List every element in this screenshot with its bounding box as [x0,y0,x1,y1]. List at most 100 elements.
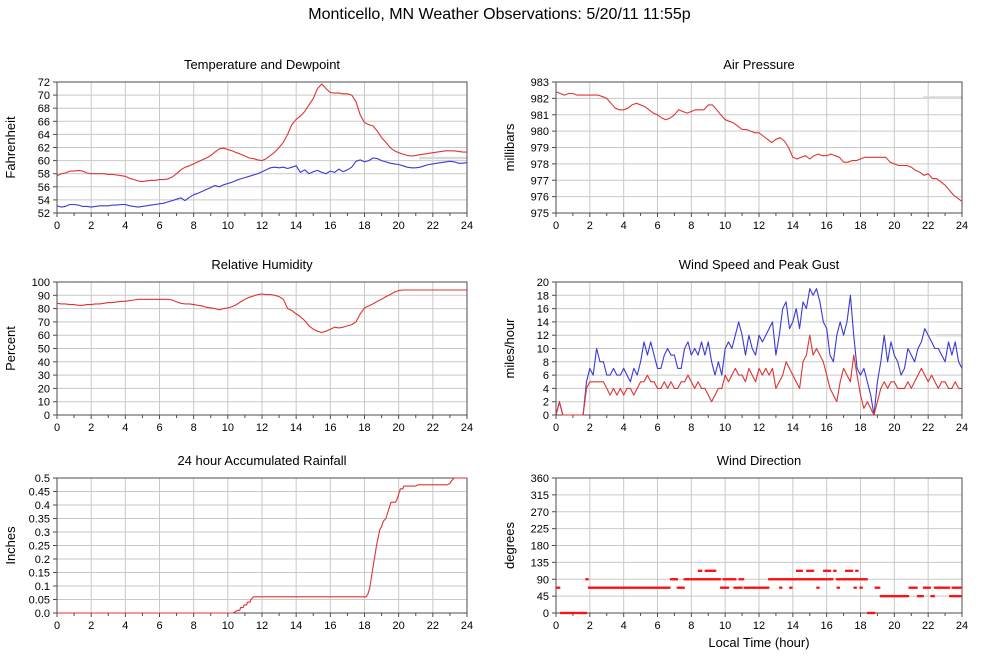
svg-text:60: 60 [38,156,50,168]
svg-text:30: 30 [38,370,50,382]
svg-text:8: 8 [191,422,197,434]
svg-text:12: 12 [753,220,765,232]
svg-text:14: 14 [290,620,302,632]
svg-text:6: 6 [654,422,660,434]
wind-speed-gust-chart: 0 2 4 6 8 10 12 14 16 18 20 22 2402468101214161820Wi… [502,257,968,434]
svg-text:180: 180 [531,541,549,553]
svg-text:4: 4 [122,422,128,434]
svg-text:0: 0 [553,620,559,632]
relative-humidity-chart: 0 2 4 6 8 10 12 14 16 18 20 22 240102030405060708090… [3,257,473,434]
page-title: Monticello, MN Weather Observations: 5/2… [308,6,691,23]
wind-direction-chart: 0 2 4 6 8 10 12 14 16 18 20 22 240459013518022527031… [502,453,968,650]
svg-text:20: 20 [888,422,900,434]
svg-text:14: 14 [787,220,799,232]
svg-text:22: 22 [922,620,934,632]
svg-text:2: 2 [587,620,593,632]
svg-text:16: 16 [324,620,336,632]
svg-text:4: 4 [621,620,627,632]
svg-text:10: 10 [719,422,731,434]
svg-text:0: 0 [54,422,60,434]
svg-text:100: 100 [32,277,50,289]
svg-text:12: 12 [753,620,765,632]
svg-text:8: 8 [688,422,694,434]
svg-text:0.45: 0.45 [29,487,50,499]
rainfall-chart: 0 2 4 6 8 10 12 14 16 18 20 22 240.00.050.10.150.20.… [3,453,473,632]
svg-text:977: 977 [531,175,549,187]
temperature-dewpoint-chart: 0 2 4 6 8 10 12 14 16 18 20 22 245254565860626466687… [3,57,473,232]
svg-text:66: 66 [38,116,50,128]
svg-text:52: 52 [38,208,50,220]
svg-text:14: 14 [290,422,302,434]
svg-text:0: 0 [54,620,60,632]
svg-text:135: 135 [531,557,549,569]
svg-text:64: 64 [38,129,50,141]
svg-text:10: 10 [719,220,731,232]
svg-text:10: 10 [222,220,234,232]
svg-text:62: 62 [38,143,50,155]
wind-speed-gust-series-peak-gust [555,288,963,416]
svg-text:12: 12 [753,422,765,434]
svg-text:20: 20 [38,383,50,395]
svg-text:6: 6 [654,620,660,632]
svg-text:10: 10 [719,620,731,632]
svg-text:983: 983 [531,77,549,89]
svg-text:20: 20 [888,220,900,232]
svg-text:54: 54 [38,195,50,207]
wind-speed-gust-title: Wind Speed and Peak Gust [679,257,840,272]
svg-text:0.05: 0.05 [29,595,50,607]
svg-text:10: 10 [222,620,234,632]
svg-text:18: 18 [854,422,866,434]
svg-text:4: 4 [122,220,128,232]
svg-text:60: 60 [38,330,50,342]
svg-text:18: 18 [537,290,549,302]
svg-text:2: 2 [88,422,94,434]
svg-text:981: 981 [531,110,549,122]
svg-text:24: 24 [461,620,473,632]
svg-text:58: 58 [38,169,50,181]
svg-text:2: 2 [543,397,549,409]
svg-text:976: 976 [531,192,549,204]
svg-text:24: 24 [956,422,968,434]
svg-text:20: 20 [393,220,405,232]
svg-text:4: 4 [122,620,128,632]
temperature-dewpoint-title: Temperature and Dewpoint [184,57,340,72]
svg-text:0.3: 0.3 [35,527,50,539]
svg-text:2: 2 [587,220,593,232]
svg-text:360: 360 [531,473,549,485]
wind-direction-ylabel: degrees [502,522,517,569]
svg-text:0: 0 [543,410,549,422]
relative-humidity-ylabel: Percent [3,326,18,371]
svg-text:14: 14 [537,317,549,329]
svg-text:56: 56 [38,182,50,194]
svg-text:980: 980 [531,126,549,138]
svg-text:0: 0 [553,422,559,434]
svg-text:16: 16 [821,422,833,434]
svg-text:18: 18 [358,422,370,434]
svg-text:70: 70 [38,90,50,102]
svg-text:8: 8 [543,357,549,369]
air-pressure-series-pressure [555,91,963,202]
air-pressure-title: Air Pressure [723,57,795,72]
svg-text:16: 16 [324,220,336,232]
svg-text:20: 20 [537,277,549,289]
wind-direction-xlabel: Local Time (hour) [708,635,809,650]
svg-text:8: 8 [191,620,197,632]
svg-text:90: 90 [38,290,50,302]
svg-text:6: 6 [654,220,660,232]
svg-text:8: 8 [191,220,197,232]
svg-text:0: 0 [54,220,60,232]
svg-text:12: 12 [537,330,549,342]
svg-text:90: 90 [537,574,549,586]
svg-text:4: 4 [543,383,549,395]
rainfall-title: 24 hour Accumulated Rainfall [177,453,346,468]
svg-text:10: 10 [537,344,549,356]
svg-text:225: 225 [531,524,549,536]
svg-text:16: 16 [821,220,833,232]
svg-text:8: 8 [688,220,694,232]
svg-text:16: 16 [537,304,549,316]
svg-text:24: 24 [461,422,473,434]
svg-text:0: 0 [543,608,549,620]
svg-text:22: 22 [427,422,439,434]
svg-text:4: 4 [621,220,627,232]
